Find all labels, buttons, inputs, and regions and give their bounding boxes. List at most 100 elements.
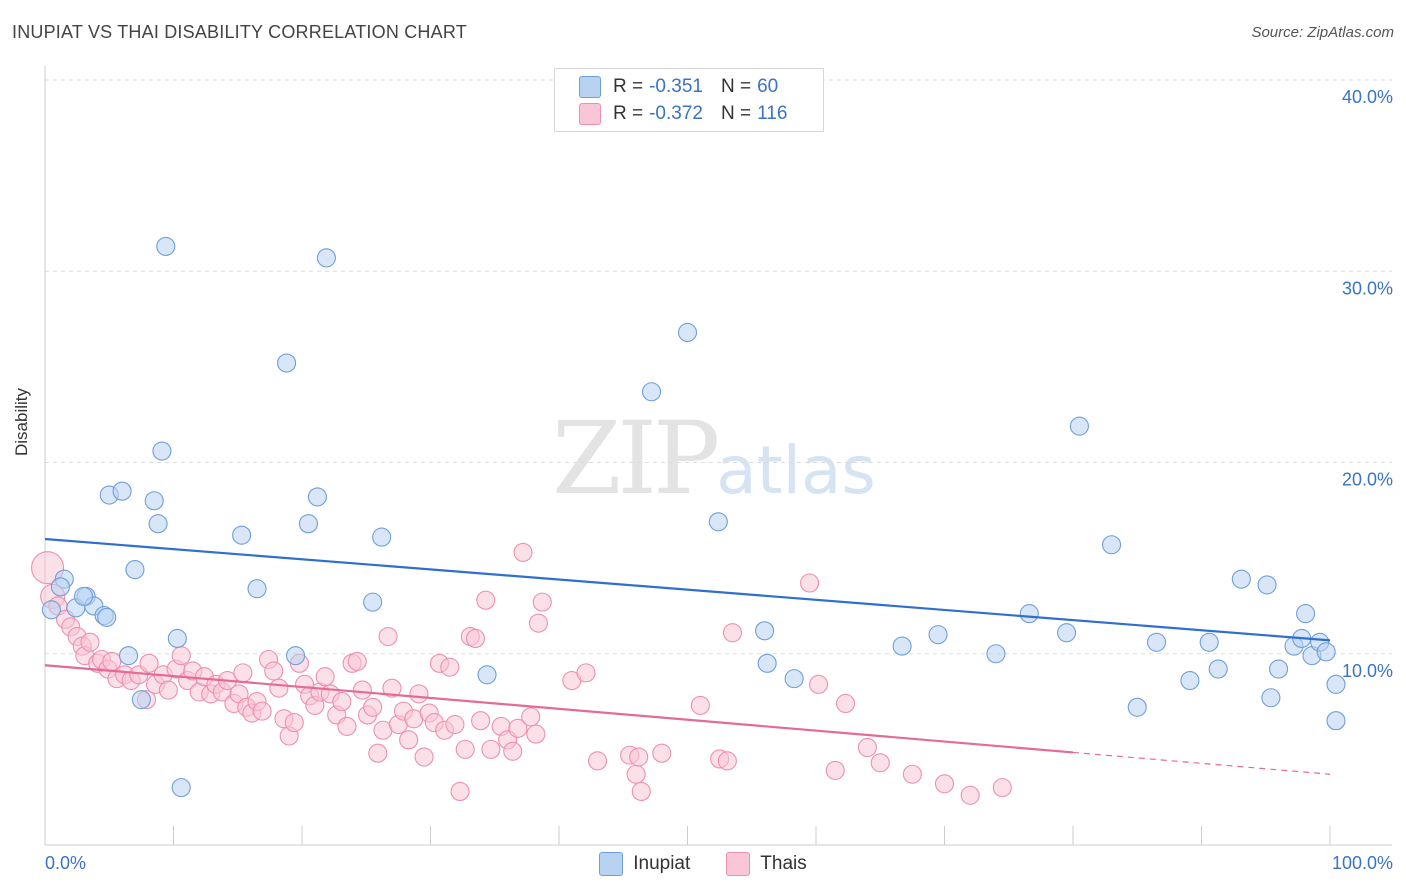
inupiat-point <box>708 512 728 532</box>
inupiat-point <box>1057 623 1077 643</box>
inupiat-point <box>298 514 318 534</box>
thais-point <box>382 678 402 698</box>
y-tick-label: 30.0% <box>1342 278 1393 298</box>
thais-point <box>409 684 429 704</box>
inupiat-swatch <box>579 76 601 98</box>
legend-row-thais: R = -0.372 N = 116 <box>579 102 787 126</box>
thais-point <box>532 592 552 612</box>
inupiat-point <box>1069 416 1089 436</box>
inupiat-point <box>171 778 191 798</box>
inupiat-point <box>148 514 168 534</box>
thais-point <box>399 730 419 750</box>
thais-point <box>626 764 646 784</box>
inupiat-point <box>1326 711 1346 731</box>
thais-point <box>513 542 533 562</box>
r-value-inupiat: -0.351 <box>649 76 703 97</box>
watermark-atlas: atlas <box>716 432 876 509</box>
x-tick-label: 0.0% <box>45 853 86 873</box>
inupiat-point <box>1180 670 1200 691</box>
inupiat-point <box>677 322 698 343</box>
thais-point <box>508 718 528 738</box>
n-value-inupiat: 60 <box>757 76 779 97</box>
thais-point <box>284 713 304 733</box>
n-label: N = <box>720 103 752 124</box>
inupiat-point <box>307 487 327 507</box>
inupiat-point <box>1208 659 1228 679</box>
thais-point <box>352 680 372 700</box>
inupiat-point <box>152 441 172 461</box>
inupiat-point <box>757 653 777 673</box>
thais-point <box>652 743 672 763</box>
thais-point <box>440 657 460 677</box>
y-tick-label: 10.0% <box>1342 661 1393 681</box>
legend-item-thais[interactable]: Thais <box>726 852 807 876</box>
thais-point <box>378 626 398 647</box>
inupiat-point <box>131 690 151 710</box>
inupiat-point <box>477 665 497 685</box>
inupiat-point <box>1269 659 1289 679</box>
legend-label-inupiat: Inupiat <box>633 853 691 874</box>
inupiat-point <box>1257 575 1277 595</box>
inupiat-point <box>232 525 252 545</box>
thais-point <box>992 778 1012 798</box>
inupiat-point <box>277 353 297 373</box>
thais-point <box>836 693 856 714</box>
thais-point <box>269 678 289 698</box>
thais-point <box>481 739 501 759</box>
thais-point <box>722 623 743 643</box>
thais-point <box>264 661 284 681</box>
thais-point <box>809 674 829 694</box>
inupiat-point <box>74 586 94 606</box>
thais-point <box>503 741 523 761</box>
inupiat-point <box>167 628 187 649</box>
inupiat-point <box>1127 697 1147 717</box>
inupiat-point <box>641 382 662 402</box>
watermark: ZIPatlas <box>552 400 876 517</box>
legend-label-thais: Thais <box>760 853 807 874</box>
thais-point <box>445 714 465 735</box>
inupiat-point <box>928 625 948 645</box>
inupiat-point <box>1231 569 1251 589</box>
thais-point <box>902 764 922 784</box>
thais-point <box>233 663 253 683</box>
thais-point <box>337 716 357 736</box>
correlation-legend: R = -0.351 N = 60 R = -0.372 N = 116 <box>554 68 824 132</box>
thais-point <box>690 695 710 715</box>
thais-trend-line <box>44 664 1074 754</box>
inupiat-point <box>363 592 383 612</box>
thais-point <box>102 651 122 671</box>
inupiat-point <box>50 577 70 597</box>
inupiat-point <box>892 636 912 656</box>
thais-point <box>857 737 877 758</box>
thais-point <box>528 613 548 633</box>
r-value-thais: -0.372 <box>649 103 703 124</box>
thais-point <box>315 667 335 687</box>
thais-point <box>587 751 608 771</box>
inupiat-point <box>986 644 1006 664</box>
thais-swatch <box>579 103 601 125</box>
inupiat-point <box>125 560 145 580</box>
inupiat-point <box>41 600 61 620</box>
inupiat-point <box>286 646 306 666</box>
thais-point <box>368 743 388 763</box>
inupiat-point <box>372 527 392 547</box>
inupiat-point <box>156 236 176 256</box>
inupiat-trend-line <box>44 537 1331 642</box>
legend-item-inupiat[interactable]: Inupiat <box>599 852 690 876</box>
r-label: R = <box>613 76 644 97</box>
thais-point <box>631 781 651 802</box>
inupiat-point <box>144 491 164 511</box>
thais-point <box>717 751 737 771</box>
legend-row-inupiat: R = -0.351 N = 60 <box>579 75 778 99</box>
y-tick-label: 40.0% <box>1342 87 1393 107</box>
thais-point <box>526 724 546 744</box>
inupiat-point <box>1296 604 1316 624</box>
thais-point <box>414 747 434 767</box>
inupiat-legend-swatch <box>599 852 624 876</box>
inupiat-point <box>112 481 132 501</box>
inupiat-point <box>784 669 804 689</box>
inupiat-point <box>1102 535 1122 555</box>
y-tick-label: 20.0% <box>1342 470 1393 490</box>
chart-title: INUPIAT VS THAI DISABILITY CORRELATION C… <box>12 22 467 42</box>
